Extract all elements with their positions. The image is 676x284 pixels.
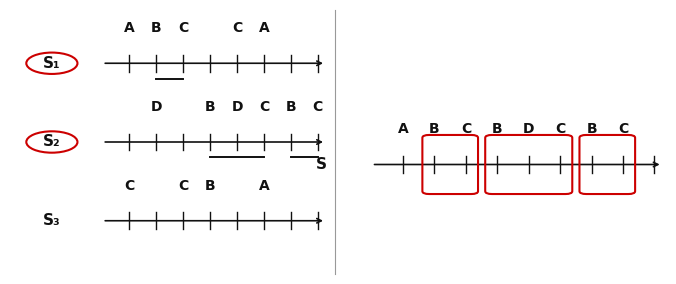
Text: C: C	[124, 179, 135, 193]
Text: A: A	[259, 21, 269, 35]
Text: C: C	[555, 122, 565, 136]
Text: B: B	[151, 21, 162, 35]
Text: C: C	[461, 122, 471, 136]
Text: A: A	[259, 179, 269, 193]
Text: D: D	[523, 122, 535, 136]
Text: C: C	[618, 122, 628, 136]
Text: S: S	[316, 157, 327, 172]
Text: C: C	[178, 21, 189, 35]
Text: A: A	[397, 122, 408, 136]
Text: B: B	[492, 122, 503, 136]
Text: A: A	[124, 21, 135, 35]
Text: C: C	[313, 100, 323, 114]
Text: B: B	[429, 122, 440, 136]
Text: C: C	[259, 100, 269, 114]
Text: S₁: S₁	[43, 56, 61, 71]
Text: S₃: S₃	[43, 213, 61, 228]
Text: B: B	[205, 179, 216, 193]
Text: B: B	[285, 100, 296, 114]
Text: D: D	[151, 100, 162, 114]
Text: S₂: S₂	[43, 135, 61, 149]
Text: B: B	[205, 100, 216, 114]
Text: D: D	[231, 100, 243, 114]
Text: C: C	[178, 179, 189, 193]
Text: C: C	[232, 21, 242, 35]
Text: B: B	[586, 122, 597, 136]
